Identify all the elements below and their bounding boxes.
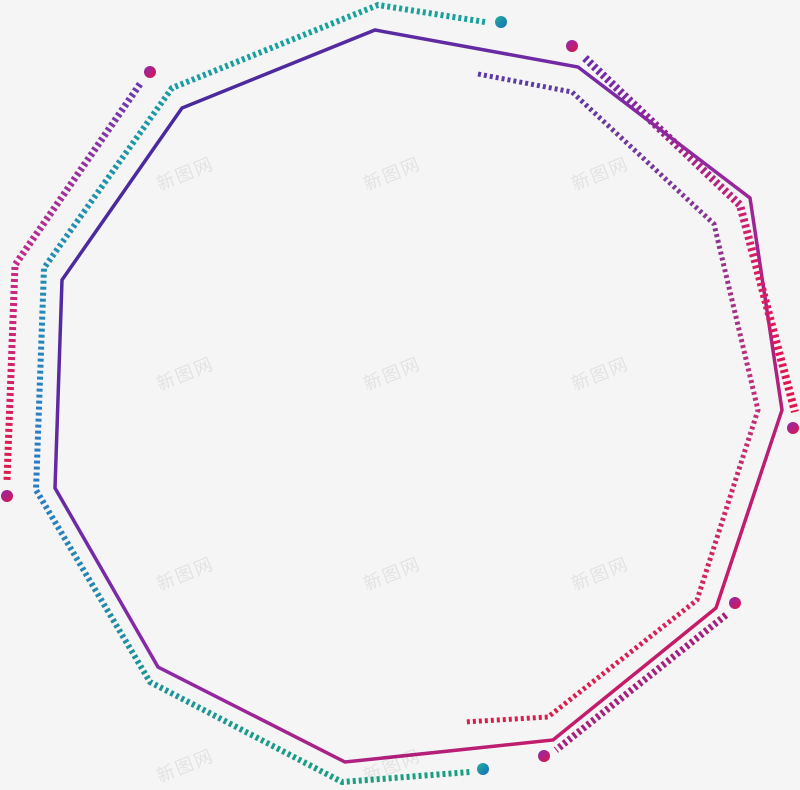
right-inner-dashed-segment <box>463 71 761 725</box>
magenta-end-dot-bottom-right <box>729 597 741 609</box>
magenta-end-dot-left <box>1 490 13 502</box>
teal-end-dot-top <box>495 16 507 28</box>
magenta-end-dot-top-left <box>144 66 156 78</box>
teal-dashed-arc <box>32 1 486 786</box>
magenta-end-dot-right <box>787 422 799 434</box>
right-outer-dashed-segment <box>582 55 799 414</box>
bottom-right-dashed-segment <box>553 612 729 753</box>
magenta-end-dot-top-right <box>566 40 578 52</box>
teal-end-dot-bottom <box>477 763 489 775</box>
left-dashed-segment <box>3 82 143 481</box>
magenta-end-dot-bottom <box>538 750 550 762</box>
main-decagon-outline <box>53 28 784 764</box>
